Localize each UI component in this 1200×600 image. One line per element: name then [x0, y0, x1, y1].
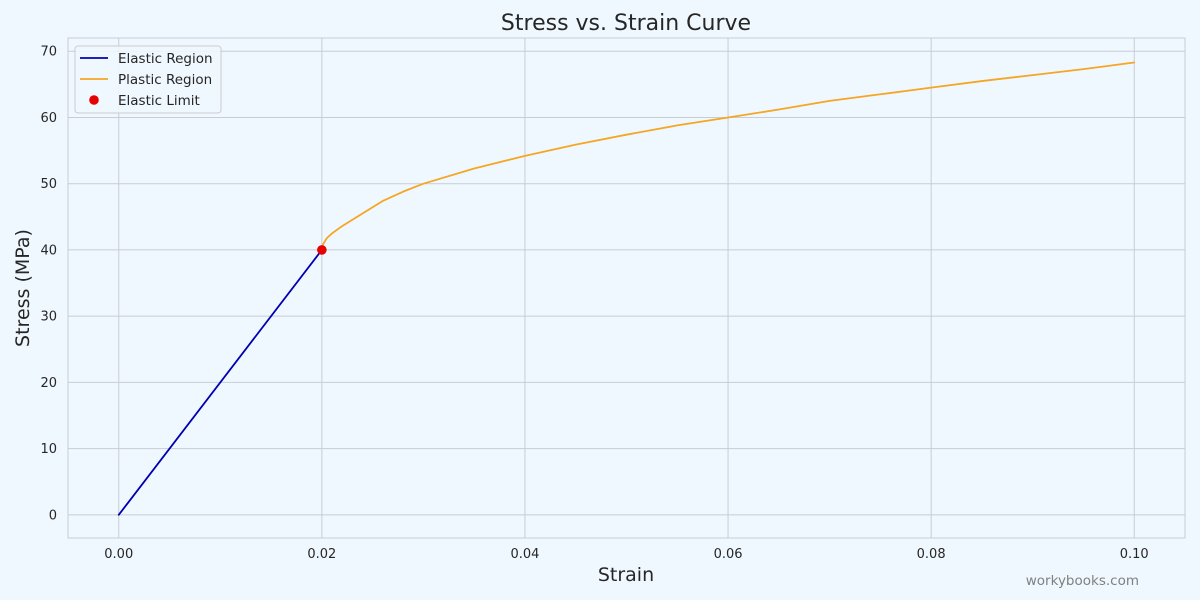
- x-tick-label: 0.02: [307, 547, 336, 562]
- y-tick-label: 30: [40, 310, 57, 325]
- x-tick-label: 0.10: [1120, 547, 1149, 562]
- legend-box: [74, 45, 222, 114]
- y-tick-label: 0: [49, 508, 57, 523]
- series-line-elastic-region: [117, 249, 323, 516]
- y-tick-label: 60: [40, 111, 57, 126]
- watermark: workybooks.com: [1026, 573, 1139, 589]
- plot-area: [68, 38, 1185, 538]
- y-ticks: 0 10 20 30 40 50 60 70: [40, 45, 57, 524]
- plot-frame: [67, 37, 1186, 539]
- x-tick-label: 0.06: [714, 547, 743, 562]
- chart-title: Stress vs. Strain Curve: [501, 11, 751, 36]
- x-tick-label: 0.04: [510, 547, 539, 562]
- elastic-limit-point: [317, 245, 327, 255]
- legend-label: Elastic Limit: [118, 93, 200, 109]
- legend: Elastic Region Plastic Region Elastic Limi…: [74, 45, 222, 114]
- y-tick-label: 10: [40, 442, 57, 457]
- legend-label: Elastic Region: [118, 51, 213, 67]
- y-axis-label: Stress (MPa): [12, 229, 34, 347]
- y-tick-label: 70: [40, 45, 57, 60]
- x-ticks: 0.00 0.02 0.04 0.06 0.08 0.10: [104, 547, 1148, 562]
- y-tick-label: 40: [40, 243, 57, 258]
- grid: [68, 38, 1185, 538]
- series-line-plastic-region: [320, 61, 1136, 251]
- series-layer: [117, 61, 1136, 516]
- x-tick-label: 0.08: [917, 547, 946, 562]
- y-tick-label: 50: [40, 177, 57, 192]
- legend-label: Plastic Region: [118, 72, 212, 88]
- x-tick-label: 0.00: [104, 547, 133, 562]
- y-tick-label: 20: [40, 376, 57, 391]
- legend-swatch: [89, 95, 99, 105]
- x-axis-label: Strain: [598, 564, 654, 586]
